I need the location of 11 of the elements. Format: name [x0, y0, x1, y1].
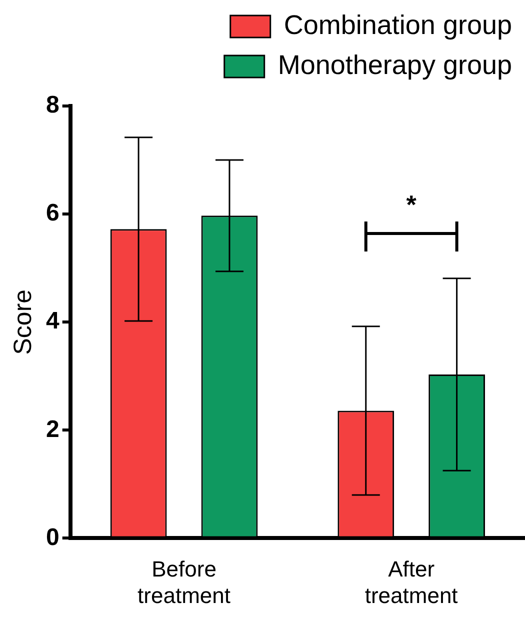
- legend-label: Monotherapy group: [278, 50, 512, 80]
- y-tick-label: 2: [46, 416, 60, 443]
- y-tick-label: 0: [46, 524, 60, 551]
- y-tick-label: 8: [46, 92, 60, 119]
- legend-label: Combination group: [284, 10, 512, 40]
- y-axis-title: Score: [8, 289, 37, 355]
- y-tick-label: 6: [46, 200, 60, 227]
- x-tick-label: Before treatment: [138, 556, 230, 608]
- annotation: *: [406, 190, 418, 220]
- x-tick-label: After treatment: [364, 556, 458, 608]
- y-tick-label: 4: [46, 308, 60, 335]
